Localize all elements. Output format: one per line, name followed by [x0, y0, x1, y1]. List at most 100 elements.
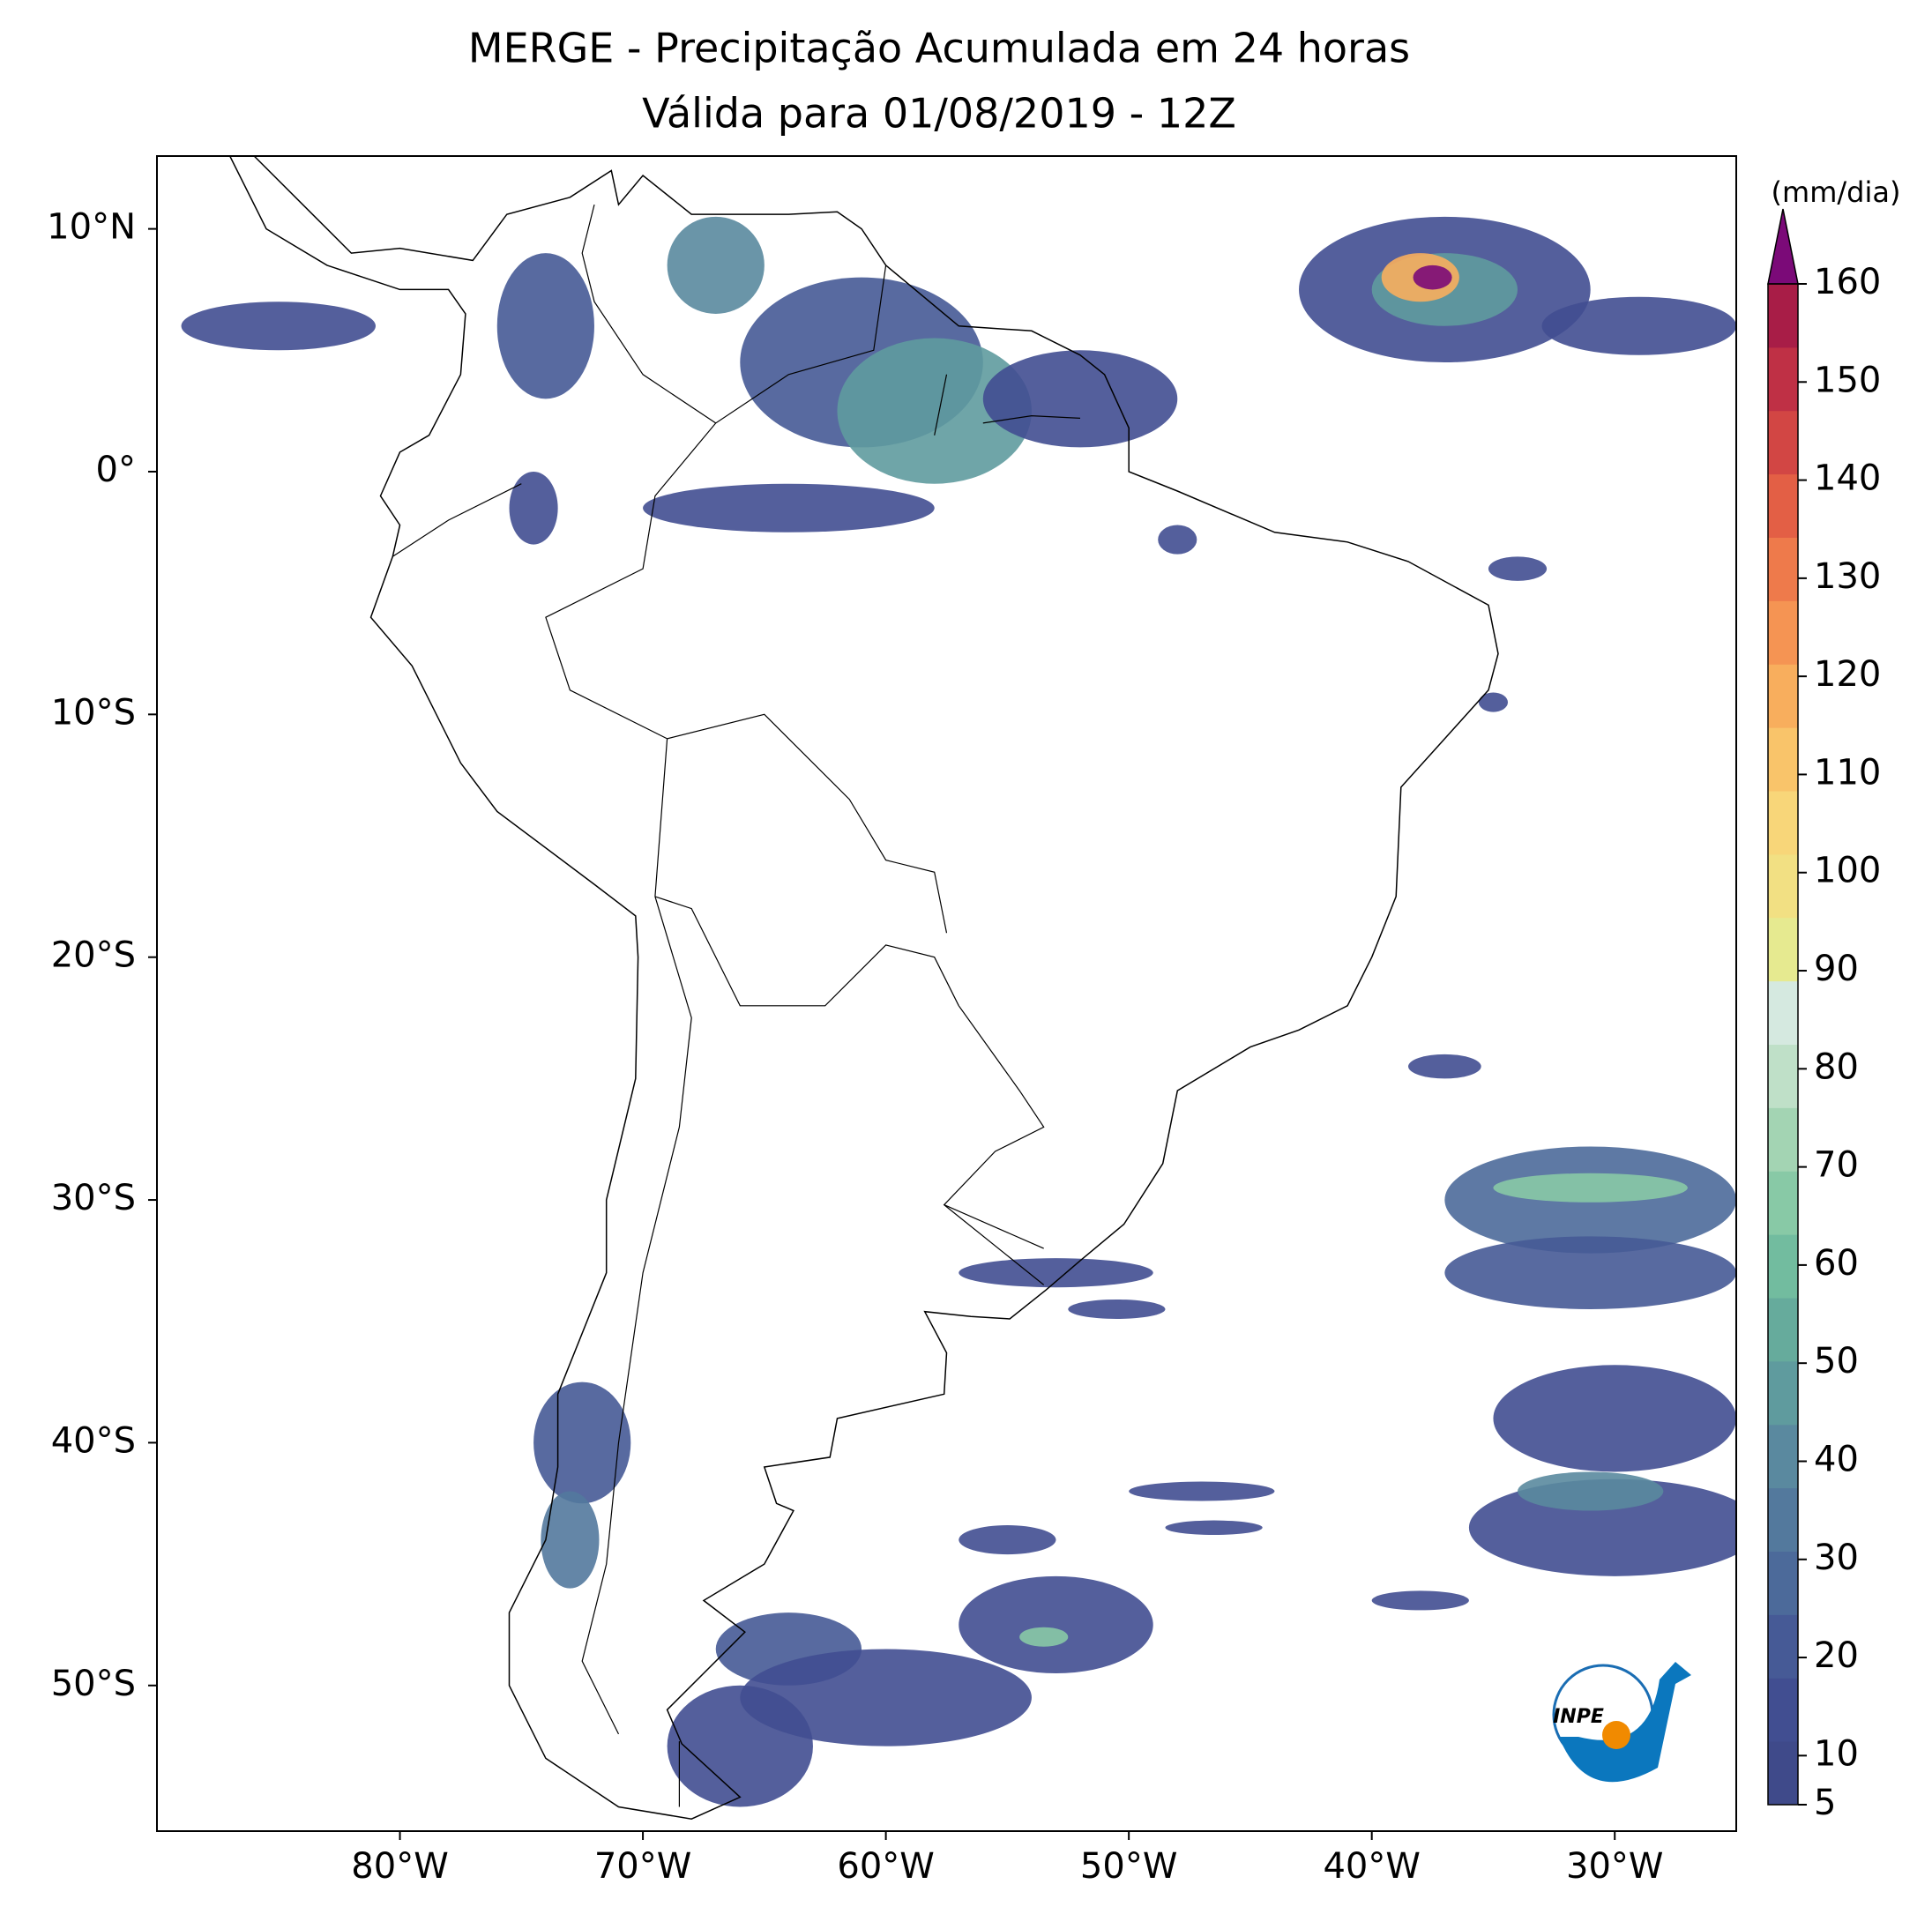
country-border — [943, 1005, 1045, 1249]
precip-area — [959, 1575, 1153, 1674]
map-area — [156, 155, 1737, 1832]
colorbar-tick-label: 40 — [1814, 1439, 1859, 1479]
colorbar-segment — [1768, 1678, 1798, 1742]
colorbar-segment — [1768, 1614, 1798, 1679]
country-border — [545, 264, 887, 740]
coastline — [229, 156, 1499, 1820]
colorbar-segment — [1768, 664, 1798, 728]
colorbar-extension — [1767, 208, 1799, 285]
precip-area — [1541, 296, 1736, 355]
precip-area — [1068, 1299, 1166, 1319]
map-content — [181, 156, 1736, 1820]
colorbar-tick-label: 90 — [1814, 949, 1859, 989]
precip-area — [982, 350, 1178, 448]
colorbar-segment — [1768, 727, 1798, 792]
x-tick-label: 50°W — [1080, 1846, 1177, 1887]
precip-area — [509, 471, 558, 545]
y-tick-label: 40°S — [51, 1420, 136, 1461]
colorbar-segment — [1768, 1424, 1798, 1489]
precip-area — [1493, 1365, 1736, 1472]
colorbar-tick-label: 110 — [1814, 752, 1881, 793]
colorbar-tick-label: 70 — [1814, 1145, 1859, 1186]
map-frame — [156, 155, 1737, 1832]
x-tick-label: 30°W — [1566, 1846, 1663, 1887]
colorbar-segment — [1768, 853, 1798, 919]
colorbar-segment — [1768, 473, 1798, 538]
colorbar-segment — [1768, 1044, 1798, 1108]
colorbar-segment — [1768, 1487, 1798, 1552]
country-border — [581, 896, 692, 1735]
y-tick-label: 20°S — [51, 935, 136, 976]
colorbar-tick-label: 80 — [1814, 1046, 1859, 1087]
colorbar-tick-label: 50 — [1814, 1341, 1859, 1382]
colorbar-segment — [1768, 917, 1798, 982]
precip-area — [1413, 264, 1452, 290]
colorbar-label: (mm/dia) — [1772, 175, 1901, 209]
precip-area — [1129, 1481, 1275, 1501]
y-tick-label: 30°S — [51, 1178, 136, 1218]
colorbar-tick-label: 160 — [1814, 262, 1881, 302]
logo-text: INPE — [1553, 1706, 1604, 1728]
precip-area — [837, 338, 1032, 484]
precip-area — [1158, 525, 1197, 555]
precip-area — [1019, 1627, 1069, 1647]
logo-dot — [1602, 1721, 1630, 1749]
y-tick-label: 10°S — [51, 692, 136, 733]
colorbar-tick-label: 140 — [1814, 458, 1881, 499]
y-tick-label: 0° — [96, 450, 136, 490]
precip-area — [1488, 556, 1548, 581]
colorbar-segment — [1768, 791, 1798, 855]
country-border — [581, 204, 717, 424]
colorbar-tick-label: 30 — [1814, 1538, 1859, 1578]
country-border — [982, 414, 1081, 424]
colorbar-segment — [1768, 537, 1798, 601]
colorbar-segment — [1768, 284, 1798, 348]
colorbar-segment — [1768, 346, 1798, 412]
precip-area — [959, 1525, 1056, 1555]
x-tick-label: 80°W — [351, 1846, 448, 1887]
colorbar-segment — [1768, 980, 1798, 1045]
precip-area — [1518, 1471, 1664, 1511]
country-border — [392, 483, 522, 557]
colorbar-segment — [1768, 1298, 1798, 1362]
title: MERGE - Precipitação Acumulada em 24 hor… — [468, 25, 1410, 72]
inpe-logo: INPE — [1552, 1662, 1691, 1783]
colorbar-segment — [1768, 1234, 1798, 1299]
colorbar-segment — [1768, 1551, 1798, 1615]
colorbar-tick-label: 10 — [1814, 1733, 1859, 1774]
precip-area — [740, 1649, 1032, 1746]
colorbar-tick-label: 130 — [1814, 556, 1881, 597]
precip-area — [959, 1258, 1153, 1288]
colorbar-tick-label: 60 — [1814, 1243, 1859, 1284]
precip-area — [1478, 692, 1508, 712]
precip-area — [1408, 1054, 1481, 1079]
precip-area — [541, 1491, 600, 1589]
x-tick-label: 40°W — [1323, 1846, 1420, 1887]
country-border — [654, 713, 948, 934]
precip-area — [1493, 1173, 1688, 1203]
colorbar-tick-label: 100 — [1814, 851, 1881, 891]
x-tick-label: 60°W — [837, 1846, 934, 1887]
colorbar-tick-label: 20 — [1814, 1635, 1859, 1676]
colorbar-segment — [1768, 1741, 1798, 1806]
x-tick-label: 70°W — [594, 1846, 691, 1887]
colorbar-segment — [1768, 1360, 1798, 1426]
precip-area — [496, 253, 594, 399]
colorbar-frame — [1767, 283, 1799, 1806]
colorbar-segment — [1768, 410, 1798, 475]
logo-arrow — [1559, 1662, 1691, 1783]
precip-area — [667, 1685, 813, 1807]
precip-area — [643, 483, 935, 532]
colorbar-tick-label: 5 — [1814, 1783, 1836, 1823]
colorbar-segment — [1768, 1171, 1798, 1235]
subtitle: Válida para 01/08/2019 - 12Z — [642, 90, 1236, 138]
y-tick-label: 50°S — [51, 1664, 136, 1704]
country-border — [654, 896, 959, 1007]
colorbar-tick-label: 150 — [1814, 360, 1881, 400]
colorbar-tick-label: 120 — [1814, 654, 1881, 695]
colorbar-segment — [1768, 1107, 1798, 1172]
country-border — [944, 1204, 1045, 1285]
colorbar-segment — [1768, 600, 1798, 665]
precip-area — [1165, 1520, 1263, 1536]
